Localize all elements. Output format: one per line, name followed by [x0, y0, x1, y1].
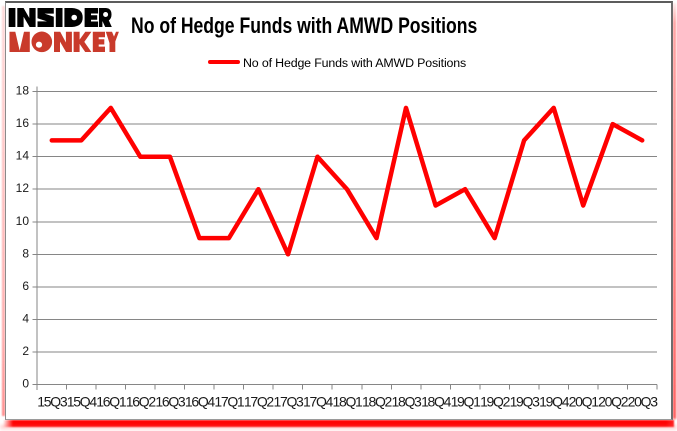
svg-text:18Q2: 18Q2 — [362, 393, 393, 409]
svg-text:16Q4: 16Q4 — [185, 393, 216, 409]
svg-text:20Q1: 20Q1 — [569, 393, 600, 409]
svg-text:6: 6 — [22, 279, 29, 293]
svg-text:16: 16 — [16, 116, 30, 130]
svg-text:18: 18 — [16, 84, 30, 98]
svg-text:19Q4: 19Q4 — [539, 393, 570, 409]
svg-text:15Q3: 15Q3 — [37, 393, 68, 409]
svg-text:2: 2 — [22, 344, 29, 358]
svg-text:14: 14 — [16, 149, 30, 163]
svg-text:12: 12 — [16, 181, 30, 195]
svg-text:19Q2: 19Q2 — [480, 393, 511, 409]
svg-text:15Q4: 15Q4 — [67, 393, 98, 409]
svg-text:18Q1: 18Q1 — [332, 393, 363, 409]
svg-text:17Q4: 17Q4 — [303, 393, 334, 409]
svg-text:16Q2: 16Q2 — [126, 393, 157, 409]
svg-text:18Q3: 18Q3 — [391, 393, 422, 409]
svg-text:10: 10 — [16, 214, 30, 228]
svg-text:17Q2: 17Q2 — [244, 393, 275, 409]
svg-text:17Q3: 17Q3 — [273, 393, 304, 409]
svg-text:20Q2: 20Q2 — [598, 393, 629, 409]
svg-text:19Q1: 19Q1 — [451, 393, 482, 409]
svg-text:8: 8 — [22, 246, 29, 260]
svg-text:20Q3: 20Q3 — [628, 393, 659, 409]
svg-text:19Q3: 19Q3 — [510, 393, 541, 409]
svg-text:18Q4: 18Q4 — [421, 393, 452, 409]
svg-text:17Q1: 17Q1 — [214, 393, 245, 409]
svg-text:0: 0 — [22, 377, 29, 391]
svg-text:16Q3: 16Q3 — [155, 393, 186, 409]
svg-text:16Q1: 16Q1 — [96, 393, 127, 409]
svg-text:4: 4 — [22, 311, 29, 325]
